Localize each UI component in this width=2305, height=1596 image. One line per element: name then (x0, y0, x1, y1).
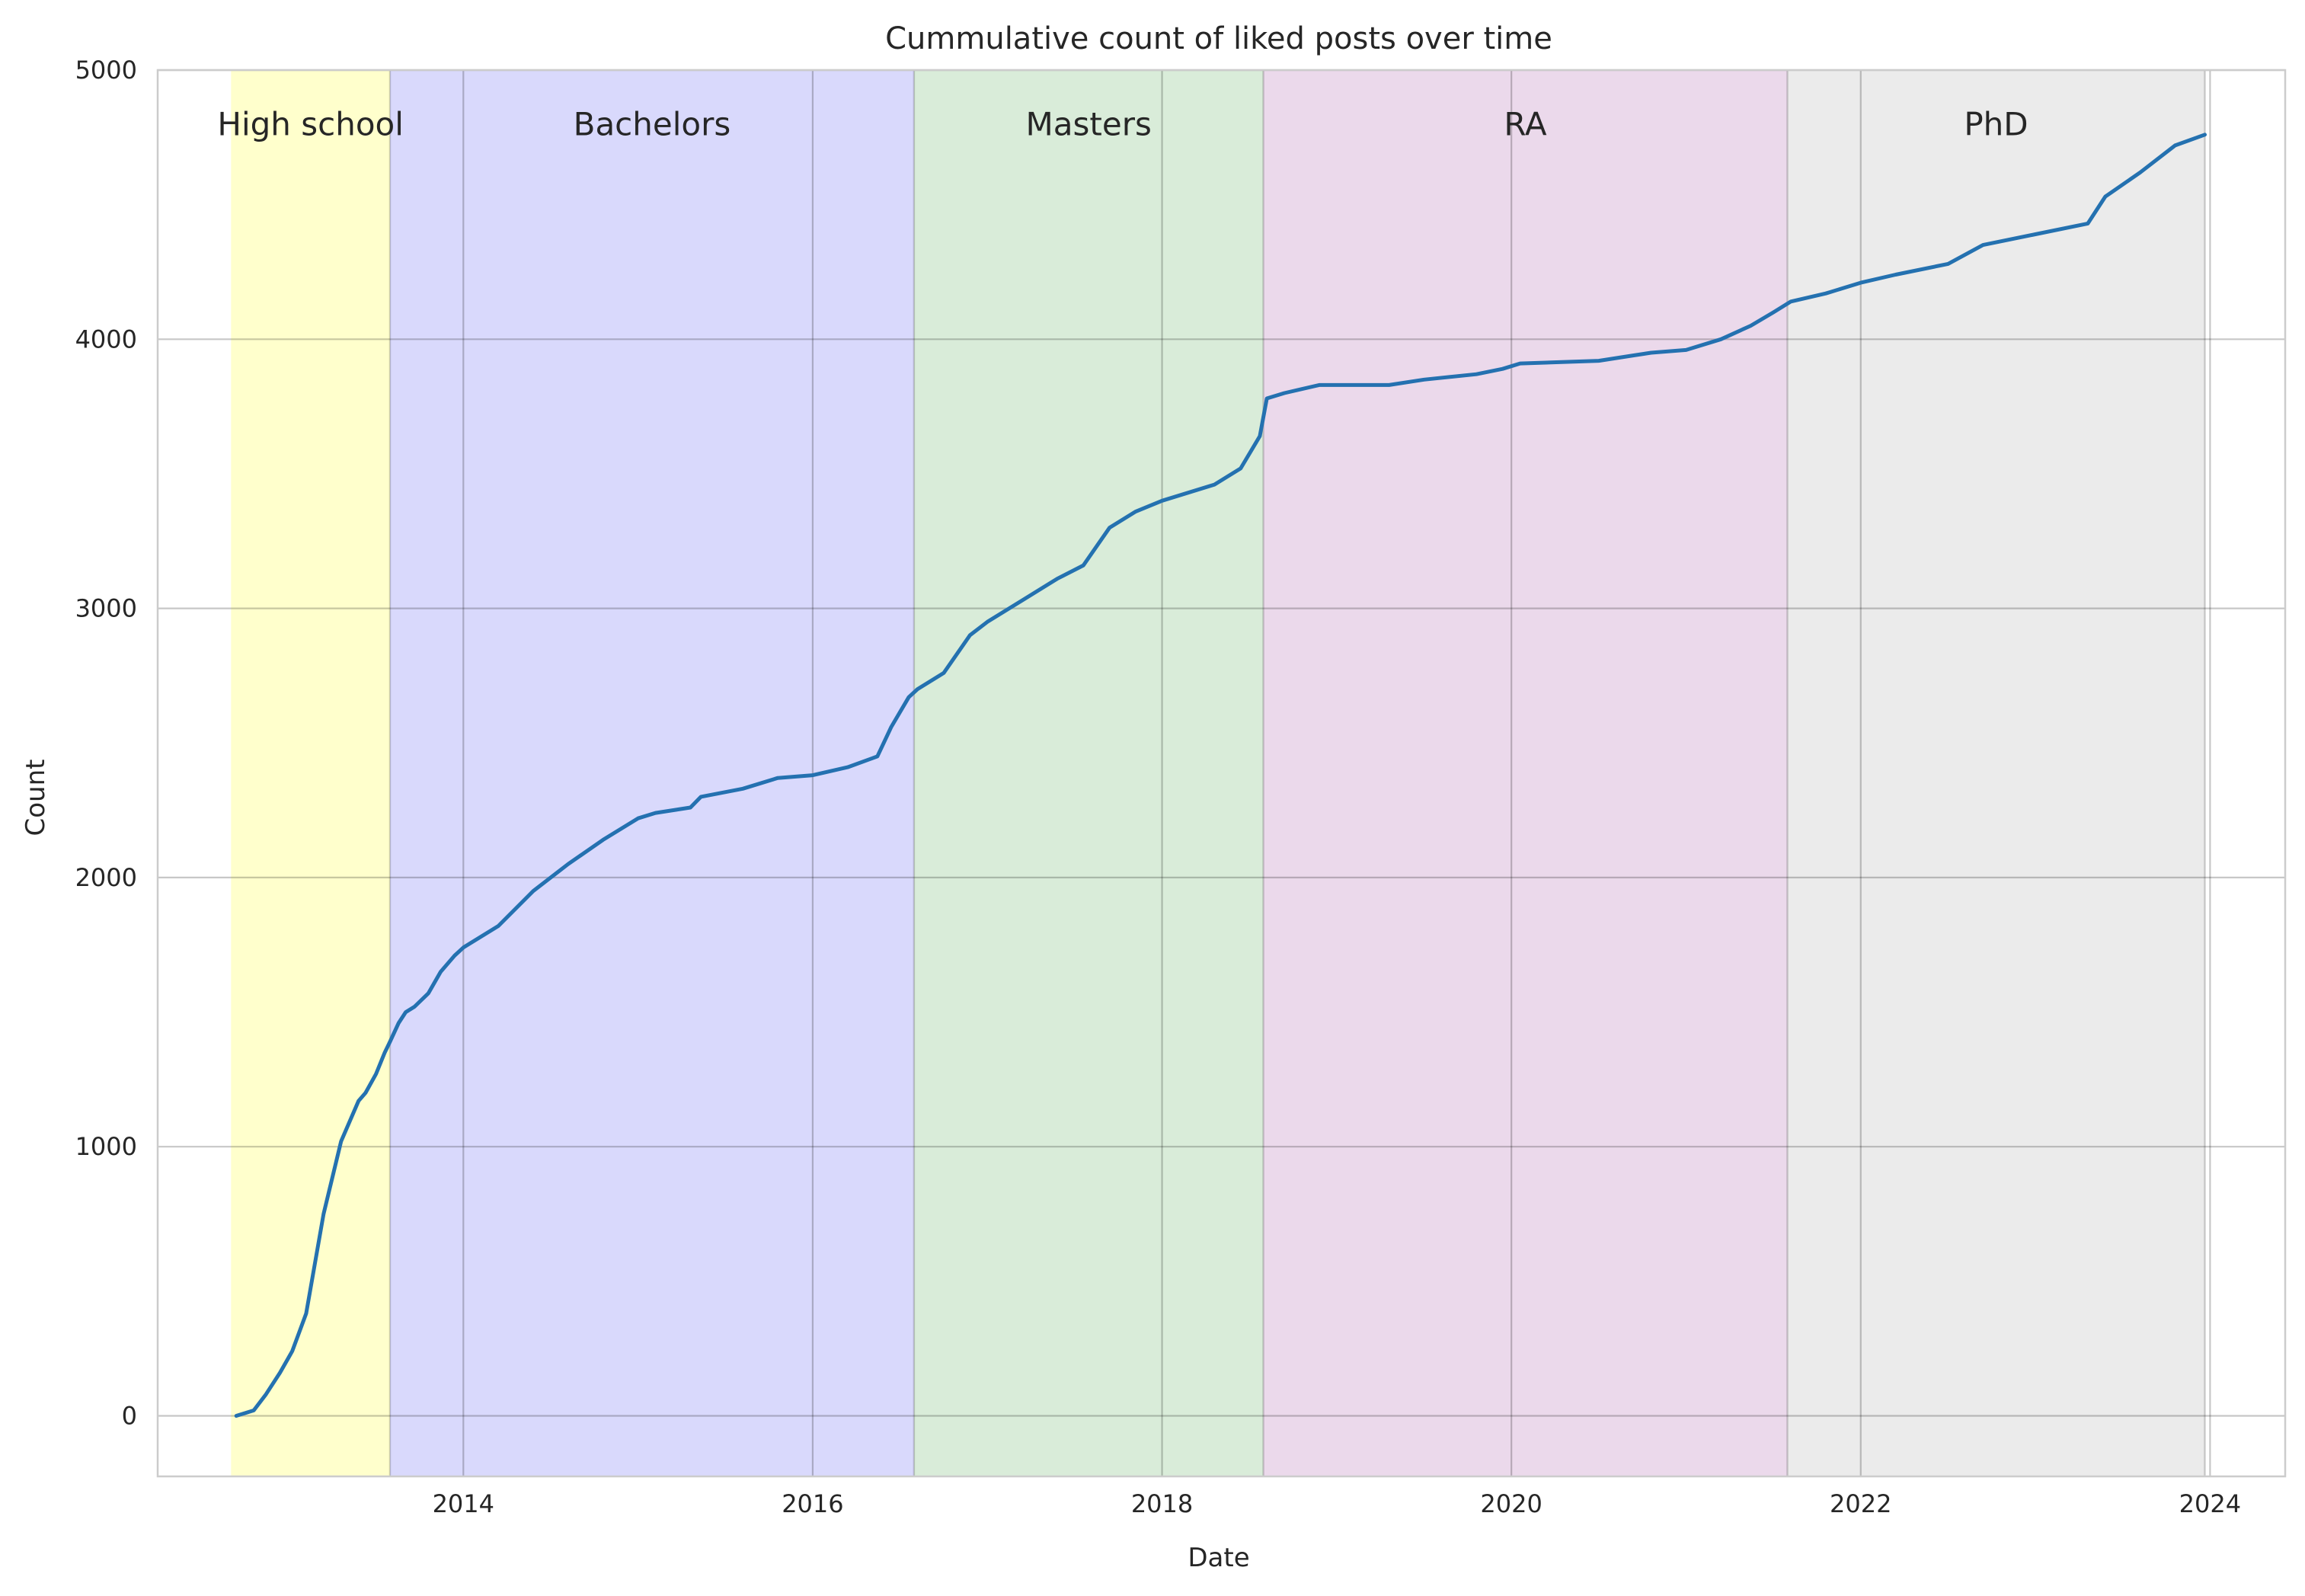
plot-frame (156, 69, 2287, 1478)
y-tick-label-1: 1000 (75, 1132, 137, 1161)
tick-labels: 2014 2016 2018 2020 2022 2024 0 1000 2000 3000 400… (75, 56, 2242, 1518)
grid-lines (158, 69, 2285, 1476)
x-tick-label-5: 2024 (2179, 1489, 2241, 1518)
period-label-4: PhD (1964, 106, 2028, 143)
x-tick-label-4: 2022 (1830, 1489, 1891, 1518)
series-layer (234, 133, 2207, 1418)
period-label-1: Bachelors (574, 106, 731, 143)
y-tick-label-4: 4000 (75, 325, 137, 353)
y-tick-label-3: 3000 (75, 594, 137, 623)
y-tick-label-5: 5000 (75, 56, 137, 85)
period-bands (231, 70, 2205, 1476)
period-label-3: RA (1504, 106, 1546, 143)
x-tick-label-3: 2020 (1480, 1489, 1542, 1518)
period-band-1 (389, 70, 914, 1476)
y-tick-label-0: 0 (122, 1402, 137, 1431)
chart-title: Cummulative count of liked posts over ti… (885, 21, 1552, 56)
period-labels: High school Bachelors Masters RA PhD (217, 106, 2028, 143)
period-band-0 (231, 70, 390, 1476)
period-band-3 (1263, 70, 1788, 1476)
x-tick-label-1: 2016 (782, 1489, 843, 1518)
x-tick-label-2: 2018 (1131, 1489, 1193, 1518)
period-band-2 (913, 70, 1264, 1476)
axes-frame (156, 69, 2287, 1478)
period-band-4 (1787, 70, 2205, 1476)
y-tick-label-2: 2000 (75, 863, 137, 892)
x-tick-label-0: 2014 (433, 1489, 494, 1518)
period-label-2: Masters (1026, 106, 1152, 143)
period-label-0: High school (217, 106, 404, 143)
series-line-0 (234, 133, 2207, 1418)
x-axis-label: Date (1188, 1543, 1249, 1573)
y-axis-label: Count (21, 760, 51, 836)
